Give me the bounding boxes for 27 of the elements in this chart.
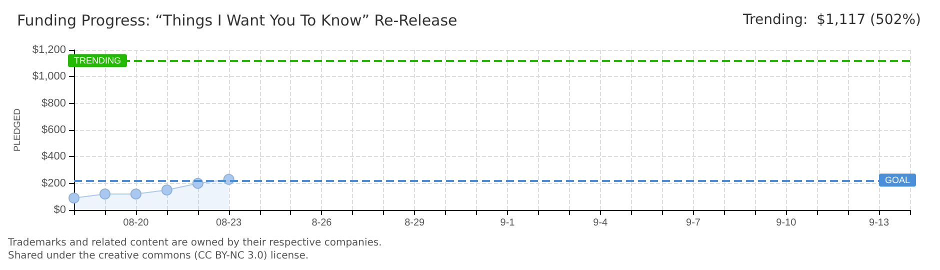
- x-tick-label: 9-7: [686, 218, 701, 228]
- chart-title: Funding Progress: “Things I Want You To Know” Re-Release: [17, 12, 458, 30]
- text: Trademarks and related content are owned by their respective companies.: [7, 238, 382, 248]
- text: Trending: $1,117 (502%): [742, 12, 921, 28]
- y-tick-label: $1,000: [32, 70, 66, 83]
- x-tick-label: 08-23: [216, 218, 242, 228]
- x-tick-label: 9-1: [500, 218, 516, 228]
- y-tick-label: $600: [42, 124, 66, 136]
- y-axis-title: PLEDGED: [12, 108, 22, 152]
- y-tick-label: $800: [42, 97, 66, 110]
- ref-line-label: TRENDING: [74, 56, 121, 66]
- point: [161, 184, 172, 196]
- x-tick-label: 9-13: [869, 218, 890, 228]
- x-tick-label: 9-4: [593, 218, 608, 228]
- y-tick-label: $200: [42, 177, 66, 190]
- point: [130, 188, 142, 200]
- point: [99, 188, 110, 200]
- y-tick-label: $0: [54, 204, 66, 216]
- x-tick-label: 08-20: [123, 218, 150, 228]
- ref-line-label: GOAL: [884, 175, 910, 186]
- x-tick-label: 9-10: [776, 218, 797, 228]
- y-tick-label: $400: [42, 150, 66, 163]
- x-tick-label: 8-29: [404, 218, 426, 228]
- x-tick-label: 8-26: [312, 218, 332, 228]
- y-tick-label: $1,200: [32, 44, 66, 56]
- text: Shared under the creative commons (CC BY-NC 3.0) license.: [8, 250, 309, 262]
- point: [68, 192, 80, 204]
